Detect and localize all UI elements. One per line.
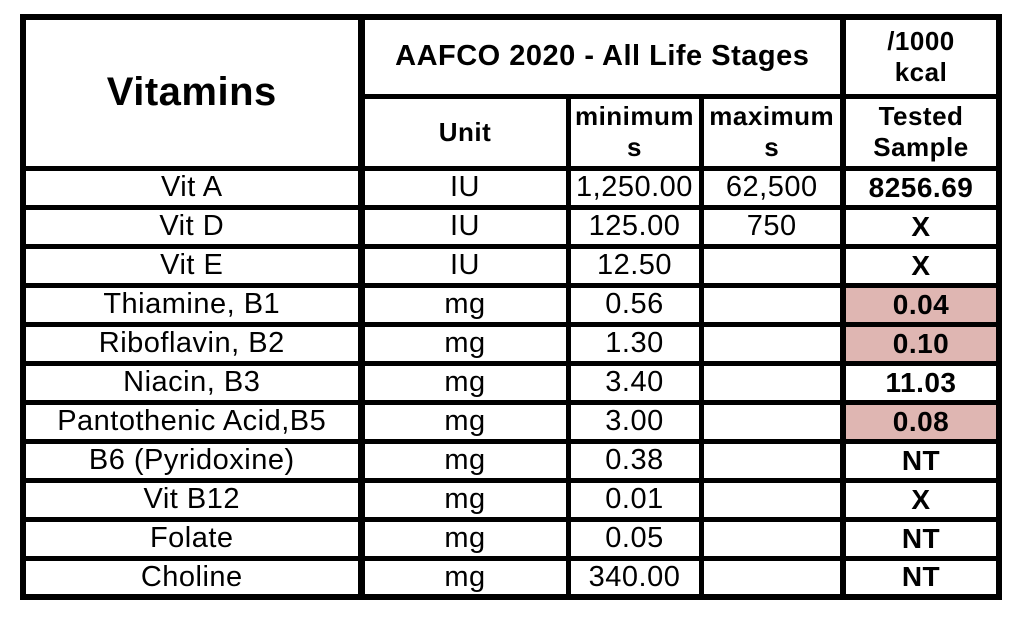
minimums-header-line1: minimum <box>574 101 695 132</box>
table-row: Vit E IU 12.50 X <box>20 243 1002 288</box>
minimum-value-cell: 0.38 <box>565 438 704 483</box>
tested-sample-value-cell: 0.04 <box>840 282 1002 327</box>
vitamin-rows: Vit A IU 1,250.00 62,500 8256.69 Vit D IU 125.0… <box>20 165 1002 600</box>
header-row-group: Vitamins AAFCO 2020 - All Life Stages /1… <box>20 14 1002 171</box>
minimum-value-cell: 0.56 <box>565 282 704 327</box>
tested-sample-header-line1: Tested <box>878 101 964 132</box>
table-row: B6 (Pyridoxine) mg 0.38 NT <box>20 438 1002 483</box>
header-row-columns: Unit minimum s maximum s Tested Sample <box>23 93 1002 171</box>
maximum-value-cell <box>698 321 846 366</box>
table-row: Niacin, B3 mg 3.40 11.03 <box>20 360 1002 405</box>
minimum-value-cell: 125.00 <box>565 204 704 249</box>
unit-cell: mg <box>358 516 571 561</box>
unit-cell: IU <box>358 204 571 249</box>
vitamin-name-cell: Choline <box>20 555 365 600</box>
maximum-value-cell <box>698 399 846 444</box>
vitamin-name-cell: B6 (Pyridoxine) <box>20 438 365 483</box>
maximum-value-cell <box>698 516 846 561</box>
table-row: Choline mg 340.00 NT <box>20 555 1002 600</box>
vitamins-table: Vitamins AAFCO 2020 - All Life Stages /1… <box>20 14 1002 600</box>
maximum-value-cell <box>698 555 846 600</box>
minimum-value-cell: 3.40 <box>565 360 704 405</box>
minimum-value-cell: 340.00 <box>565 555 704 600</box>
maximums-header-line2: s <box>764 132 780 162</box>
unit-cell: IU <box>358 165 571 210</box>
tested-sample-value-cell: NT <box>840 516 1002 561</box>
vitamin-name-cell: Folate <box>20 516 365 561</box>
vitamin-name-cell: Vit E <box>20 243 365 288</box>
unit-cell: mg <box>358 399 571 444</box>
maximums-header-line1: maximum <box>709 101 835 132</box>
minimums-header-line2: s <box>627 132 642 162</box>
maximums-column-header: maximum s <box>698 93 846 171</box>
table-row: Pantothenic Acid,B5 mg 3.00 0.08 <box>20 399 1002 444</box>
table-row: Riboflavin, B2 mg 1.30 0.10 <box>20 321 1002 366</box>
tested-sample-value-cell: 0.10 <box>840 321 1002 366</box>
maximum-value-cell <box>698 282 846 327</box>
tested-sample-header-line2: Sample <box>873 132 969 162</box>
minimum-value-cell: 3.00 <box>565 399 704 444</box>
minimum-value-cell: 12.50 <box>565 243 704 288</box>
unit-cell: mg <box>358 282 571 327</box>
maximum-value-cell <box>698 243 846 288</box>
vitamin-name-cell: Pantothenic Acid,B5 <box>20 399 365 444</box>
minimum-value-cell: 0.01 <box>565 477 704 522</box>
tested-sample-column-header: Tested Sample <box>840 93 1002 171</box>
unit-cell: mg <box>358 555 571 600</box>
minimum-value-cell: 1.30 <box>565 321 704 366</box>
vitamin-name-cell: Thiamine, B1 <box>20 282 365 327</box>
tested-sample-value-cell: NT <box>840 555 1002 600</box>
per-1000-kcal-line1: /1000 <box>887 26 955 57</box>
maximum-value-cell <box>698 477 846 522</box>
maximum-value-cell: 62,500 <box>698 165 846 210</box>
tested-sample-value-cell: 8256.69 <box>840 165 1002 210</box>
unit-cell: mg <box>358 438 571 483</box>
unit-column-header: Unit <box>358 93 571 171</box>
vitamin-name-cell: Vit D <box>20 204 365 249</box>
aafco-group-header: AAFCO 2020 - All Life Stages <box>358 14 846 99</box>
table-row: Thiamine, B1 mg 0.56 0.04 <box>20 282 1002 327</box>
vitamin-name-cell: Vit B12 <box>20 477 365 522</box>
tested-sample-value-cell: NT <box>840 438 1002 483</box>
table-row: Vit A IU 1,250.00 62,500 8256.69 <box>20 165 1002 210</box>
minimums-column-header: minimum s <box>565 93 704 171</box>
tested-sample-value-cell: X <box>840 243 1002 288</box>
table-title-vitamins: Vitamins <box>20 14 365 171</box>
table-row: Vit D IU 125.00 750 X <box>20 204 1002 249</box>
minimum-value-cell: 1,250.00 <box>565 165 704 210</box>
per-1000-kcal-header: /1000 kcal <box>840 14 1002 99</box>
tested-sample-value-cell: 0.08 <box>840 399 1002 444</box>
tested-sample-value-cell: X <box>840 204 1002 249</box>
maximum-value-cell: 750 <box>698 204 846 249</box>
unit-cell: mg <box>358 360 571 405</box>
maximum-value-cell <box>698 360 846 405</box>
unit-cell: IU <box>358 243 571 288</box>
maximum-value-cell <box>698 438 846 483</box>
table-row: Vit B12 mg 0.01 X <box>20 477 1002 522</box>
minimum-value-cell: 0.05 <box>565 516 704 561</box>
vitamin-name-cell: Niacin, B3 <box>20 360 365 405</box>
unit-cell: mg <box>358 477 571 522</box>
table-row: Folate mg 0.05 NT <box>20 516 1002 561</box>
per-1000-kcal-line2: kcal <box>894 56 948 87</box>
tested-sample-value-cell: 11.03 <box>840 360 1002 405</box>
tested-sample-value-cell: X <box>840 477 1002 522</box>
vitamin-name-cell: Vit A <box>20 165 365 210</box>
vitamin-name-cell: Riboflavin, B2 <box>20 321 365 366</box>
unit-cell: mg <box>358 321 571 366</box>
